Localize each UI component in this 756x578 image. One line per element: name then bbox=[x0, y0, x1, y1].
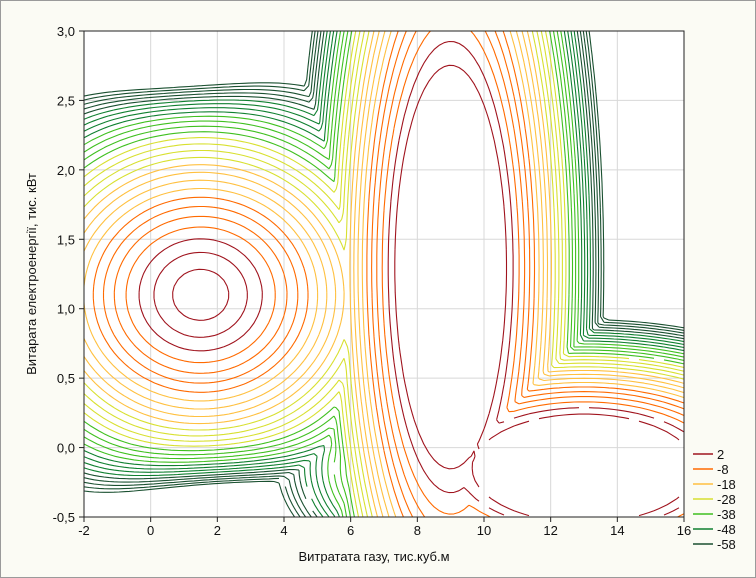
legend-label: -28 bbox=[717, 492, 736, 507]
y-tick-label: 2,5 bbox=[57, 93, 75, 108]
contour-line bbox=[113, 31, 684, 517]
legend-label: -58 bbox=[717, 537, 736, 552]
contour-line bbox=[84, 31, 684, 517]
contour-lines bbox=[84, 31, 684, 517]
contour-line bbox=[84, 31, 684, 517]
contour-line bbox=[84, 31, 684, 517]
contour-line bbox=[84, 31, 684, 517]
contour-line bbox=[84, 31, 684, 517]
contour-line bbox=[172, 268, 230, 321]
contour-line bbox=[84, 31, 684, 517]
x-tick-label: -2 bbox=[78, 523, 90, 538]
y-tick-label: 3,0 bbox=[57, 24, 75, 39]
x-tick-label: 16 bbox=[677, 523, 691, 538]
contour-line bbox=[153, 64, 680, 517]
contour-line bbox=[84, 31, 684, 517]
legend: 2-8-18-28-38-48-58 bbox=[693, 447, 736, 552]
contour-line bbox=[138, 40, 684, 516]
legend-label: -48 bbox=[717, 522, 736, 537]
contour-line bbox=[84, 31, 684, 517]
x-tick-label: 14 bbox=[610, 523, 624, 538]
y-tick-label: -0,5 bbox=[53, 510, 75, 525]
x-axis: -2 0 2 4 6 8 10 12 14 16 bbox=[78, 517, 691, 538]
contour-line bbox=[84, 31, 684, 517]
y-tick-label: 0,0 bbox=[57, 441, 75, 456]
x-tick-label: 0 bbox=[147, 523, 154, 538]
contour-line bbox=[84, 31, 684, 517]
contour-line bbox=[102, 31, 684, 517]
contour-line bbox=[84, 31, 684, 517]
legend-label: -38 bbox=[717, 507, 736, 522]
x-axis-title: Витратата газу, тис.куб.м bbox=[298, 549, 449, 564]
x-tick-label: 10 bbox=[477, 523, 491, 538]
y-tick-label: 1,5 bbox=[57, 232, 75, 247]
plot-border bbox=[83, 30, 685, 518]
x-tick-label: 8 bbox=[414, 523, 421, 538]
x-tick-label: 2 bbox=[214, 523, 221, 538]
contour-line bbox=[84, 31, 684, 517]
contour-line bbox=[84, 31, 684, 517]
contour-line bbox=[84, 31, 684, 517]
x-tick-label: 4 bbox=[280, 523, 287, 538]
contour-line bbox=[84, 31, 684, 517]
contour-line bbox=[84, 31, 684, 517]
contour-line bbox=[84, 31, 684, 517]
contour-line bbox=[84, 31, 684, 517]
legend-label: 2 bbox=[717, 447, 724, 462]
legend-label: -8 bbox=[717, 462, 729, 477]
contour-line bbox=[84, 31, 684, 517]
x-tick-label: 12 bbox=[543, 523, 557, 538]
y-axis: -0,5 0,0 0,5 1,0 1,5 2,0 2,5 3,0 bbox=[53, 24, 84, 525]
y-tick-label: 0,5 bbox=[57, 371, 75, 386]
x-tick-label: 6 bbox=[347, 523, 354, 538]
contour-line bbox=[125, 31, 684, 517]
y-axis-title: Витарата електроенергії, тис. кВт bbox=[24, 173, 39, 375]
contour-line bbox=[92, 31, 684, 517]
contour-line bbox=[84, 31, 684, 517]
y-tick-label: 1,0 bbox=[57, 302, 75, 317]
y-tick-label: 2,0 bbox=[57, 163, 75, 178]
contour-line bbox=[84, 31, 684, 517]
legend-label: -18 bbox=[717, 477, 736, 492]
